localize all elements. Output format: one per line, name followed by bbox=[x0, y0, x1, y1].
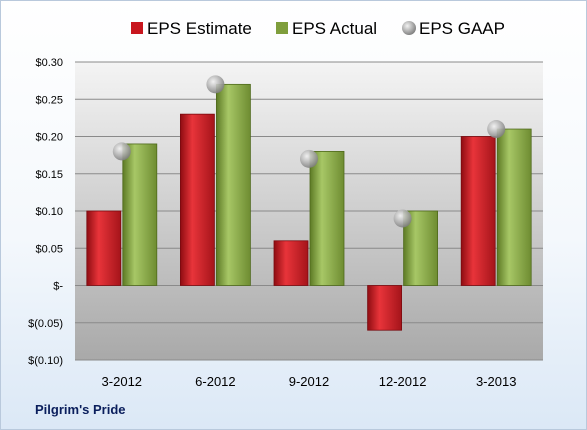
y-tick-label: $0.15 bbox=[35, 169, 63, 181]
legend-label: EPS GAAP bbox=[419, 19, 505, 38]
company-caption: Pilgrim's Pride bbox=[35, 402, 126, 417]
gaap-markers bbox=[112, 75, 506, 228]
gaap-marker bbox=[393, 209, 412, 228]
estimate-bar bbox=[86, 210, 122, 286]
x-category-label: 12-2012 bbox=[379, 374, 427, 389]
y-tick-label: $(0.05) bbox=[28, 318, 63, 330]
gaap-marker bbox=[487, 120, 506, 139]
actual-bar bbox=[309, 150, 345, 286]
estimate-bar bbox=[179, 113, 215, 286]
x-axis-categories: 3-2012 6-2012 9-2012 12-2012 3-2013 bbox=[102, 374, 517, 389]
y-tick-label: $0.05 bbox=[35, 243, 63, 255]
y-tick-label: $0.10 bbox=[35, 206, 63, 218]
x-category-label: 3-2013 bbox=[476, 374, 516, 389]
actual-bar bbox=[122, 143, 158, 286]
gaap-marker bbox=[300, 149, 318, 168]
x-category-label: 3-2012 bbox=[102, 374, 142, 389]
legend-label: EPS Estimate bbox=[147, 19, 252, 38]
actual-bar bbox=[215, 83, 251, 286]
y-tick-label: $- bbox=[53, 281, 63, 293]
y-tick-label: $0.20 bbox=[35, 132, 63, 144]
legend-label: EPS Actual bbox=[292, 19, 377, 38]
y-tick-label: $0.30 bbox=[35, 57, 63, 69]
gaap-marker bbox=[206, 75, 225, 94]
legend-gaap-swatch bbox=[402, 21, 416, 35]
actual-bar bbox=[496, 128, 532, 286]
estimate-bar bbox=[460, 136, 496, 286]
estimate-bar bbox=[367, 285, 403, 331]
x-category-label: 6-2012 bbox=[195, 374, 235, 389]
legend: EPS Estimate EPS Actual EPS GAAP bbox=[131, 19, 505, 38]
legend-estimate-swatch bbox=[131, 22, 143, 34]
bars bbox=[86, 83, 532, 331]
x-category-label: 9-2012 bbox=[289, 374, 329, 389]
legend-actual-swatch bbox=[276, 22, 288, 34]
y-tick-label: $0.25 bbox=[35, 94, 63, 106]
estimate-bar bbox=[273, 240, 309, 286]
y-axis-ticks: $0.30 $0.25 $0.20 $0.15 $0.10 $0.05 $- $(0.05) $… bbox=[28, 57, 63, 367]
y-tick-label: $(0.10) bbox=[28, 355, 63, 367]
gaap-marker bbox=[112, 142, 131, 161]
